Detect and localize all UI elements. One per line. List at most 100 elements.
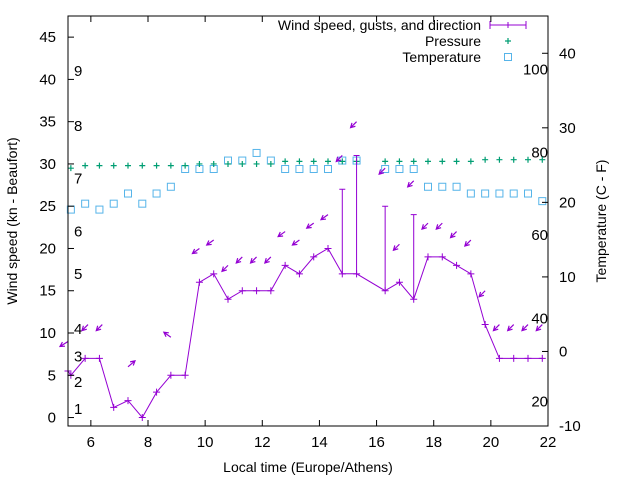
pressure-point <box>425 158 431 165</box>
legend-pressure-symbol <box>505 38 511 44</box>
temperature-point <box>95 205 104 214</box>
temperature-point <box>109 199 118 208</box>
plot-frame <box>67 15 549 427</box>
temperature-point <box>538 197 547 206</box>
y-tick-label: 45 <box>39 29 56 46</box>
wind-direction-arrow <box>249 256 257 264</box>
gust-bar <box>353 154 360 274</box>
pressure-point <box>67 165 74 172</box>
wind-speed-point <box>410 295 418 303</box>
wind-speed-point <box>95 354 103 362</box>
legend-temperature-symbol <box>504 53 512 61</box>
beaufort-labels: 1 2 3 4 5 6 7 8 9 <box>74 63 82 418</box>
pressure-point <box>239 160 246 167</box>
x-tick-label: 16 <box>368 434 385 451</box>
fahrenheit-label: 80 <box>531 144 548 161</box>
wind-speed-point <box>195 278 203 286</box>
y-tick-label: 5 <box>48 367 56 384</box>
legend-label: Pressure <box>425 33 481 49</box>
legend-label: Temperature <box>402 49 481 65</box>
x-tick-label: 18 <box>425 434 442 451</box>
temperature-series <box>66 148 547 214</box>
wind-direction-arrow <box>291 239 300 246</box>
temperature-point <box>395 165 404 174</box>
gust-bar <box>382 205 389 291</box>
wind-speed-point <box>453 261 461 269</box>
wind-speed-point <box>338 270 346 278</box>
y-tick-label: 15 <box>39 283 56 300</box>
y2-tick-label: 10 <box>559 269 576 286</box>
legend: Wind speed, gusts, and directionPressure… <box>278 17 527 65</box>
x-tick-label: 6 <box>87 434 95 451</box>
wind-speed-point <box>224 295 232 303</box>
wind-speed-line <box>67 247 543 419</box>
fahrenheit-label: 100 <box>523 62 548 79</box>
temperature-point <box>138 199 147 208</box>
wind-speed-point <box>181 371 189 379</box>
pressure-point <box>82 162 89 169</box>
pressure-point <box>153 162 160 169</box>
pressure-point <box>396 158 403 165</box>
pressure-point <box>525 156 531 163</box>
wind-direction-arrow <box>305 222 315 229</box>
wind-direction-arrow <box>235 256 243 264</box>
wind-speed-point <box>281 261 289 269</box>
wind-direction-arrow <box>463 239 472 247</box>
pressure-point <box>196 160 203 167</box>
beaufort-label: 1 <box>74 401 82 418</box>
temperature-point <box>166 182 175 191</box>
wind-speed-point <box>467 270 475 278</box>
temperature-point <box>252 148 261 157</box>
temperature-point <box>452 182 461 191</box>
beaufort-label: 7 <box>74 170 82 187</box>
fahrenheit-label: 20 <box>531 393 548 410</box>
wind-speed-point <box>510 354 518 362</box>
wind-direction-arrow <box>263 256 272 264</box>
wind-direction-arrow <box>221 264 229 273</box>
pressure-point <box>539 156 546 163</box>
wind-speed-point <box>295 270 303 278</box>
pressure-point <box>467 158 474 165</box>
fahrenheit-label: 40 <box>531 311 548 328</box>
pressure-point <box>210 160 217 167</box>
pressure-point <box>167 162 174 169</box>
beaufort-label: 5 <box>74 266 82 283</box>
wind-direction-arrow <box>127 360 136 368</box>
pressure-point <box>325 158 331 165</box>
wind-direction-arrow <box>349 121 357 129</box>
temperature-point <box>309 165 318 174</box>
wind-direction-arrow <box>449 231 457 239</box>
pressure-point <box>296 158 303 165</box>
pressure-point <box>96 162 103 169</box>
pressure-point <box>253 160 260 167</box>
wind-speed-point <box>167 371 175 379</box>
wind-speed-point <box>424 253 432 261</box>
x-tick-label: 20 <box>483 434 500 451</box>
pressure-point <box>139 162 146 169</box>
wind-speed-point <box>110 403 118 411</box>
x-tick-label: 22 <box>540 434 557 451</box>
y-tick-label: 10 <box>39 325 56 342</box>
temperature-point <box>495 189 504 198</box>
pressure-point <box>510 156 517 163</box>
wind-direction-arrow <box>205 239 215 246</box>
wind-direction-arrow <box>421 222 429 230</box>
temperature-point <box>324 165 332 174</box>
wind-direction-arrow <box>492 324 500 332</box>
temperature-point <box>124 189 132 198</box>
beaufort-label: 3 <box>74 349 82 366</box>
wind-direction-arrow <box>378 167 386 176</box>
pressure-point <box>182 162 189 169</box>
pressure-point <box>339 158 346 165</box>
wind-direction-arrow <box>406 180 415 188</box>
temperature-point <box>152 189 161 198</box>
wind-direction-arrow <box>435 222 443 230</box>
wind-direction-arrow <box>95 324 103 332</box>
pressure-point <box>125 162 131 169</box>
temperature-point <box>81 199 90 208</box>
wind-speed-point <box>124 397 132 405</box>
x-tick-label: 8 <box>144 434 152 451</box>
axes: 6 8 10 12 14 16 18 20 22051015202530354045-10010… <box>39 16 581 451</box>
wind-speed-point <box>238 287 246 295</box>
pressure-point <box>439 158 446 165</box>
